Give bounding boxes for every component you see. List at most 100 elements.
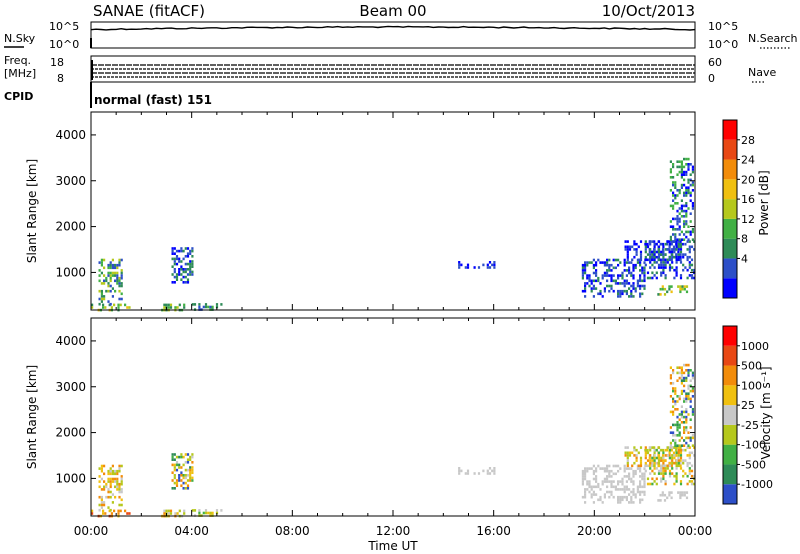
echo-cell [664,448,667,452]
echo-cell [189,458,192,461]
echo-cell [639,253,643,256]
echo-cell [173,252,176,255]
echo-cell [671,472,674,475]
echo-cell [686,461,689,465]
echo-cell [625,475,628,478]
echo-cell [678,426,681,429]
echo-cell [120,488,123,491]
echo-cell [672,397,675,401]
echo-cell [683,363,686,367]
echo-cell [668,469,672,473]
echo-cell [675,255,678,259]
echo-cell [173,268,176,271]
echo-cell [103,472,106,476]
echo-cell [657,459,661,462]
echo-cell [671,461,674,465]
echo-cell [606,261,609,264]
echo-cell [680,389,683,393]
echo-cell [111,501,114,504]
echo-cell [610,276,613,280]
echo-cell [653,253,656,256]
echo-cell [624,446,627,449]
echo-cell [687,369,690,372]
echo-cell [584,467,587,470]
echo-cell [614,266,617,270]
echo-cell [685,235,688,239]
echo-cell [687,191,690,195]
colorbar-tick-label: 28 [741,134,755,147]
echo-cell [581,269,584,272]
echo-cell [690,245,694,249]
echo-cell [661,248,665,251]
echo-cell [685,426,688,429]
nsky-strip-frame [90,21,696,49]
echo-cell [617,276,620,280]
echo-cell [661,493,664,497]
echo-cell [677,454,680,457]
echo-cell [617,495,620,499]
echo-cell [608,480,611,483]
echo-cell [186,461,190,464]
echo-cell [639,446,643,449]
echo-cell [612,464,615,468]
echo-cell [601,480,604,483]
echo-cell [109,274,112,277]
echo-cell [595,287,598,290]
echo-cell [668,491,671,494]
echo-cell [653,240,656,243]
echo-cell [651,271,654,275]
echo-cell [109,495,112,499]
echo-cell [171,471,174,474]
x-tick-label: 04:00 [174,524,209,538]
echo-cell [668,446,671,449]
echo-cell [669,366,672,369]
echo-cell [98,495,101,499]
echo-cell [458,261,461,264]
echo-cell [690,469,694,473]
echo-cell [599,261,602,264]
colorbar-tick-label: -25 [741,419,759,432]
echo-cell [644,245,647,249]
echo-cell [111,477,114,481]
echo-cell [623,495,626,499]
echo-cell [661,454,665,457]
echo-cell [678,165,681,169]
echo-cell [683,491,686,494]
echo-cell [119,303,122,307]
echo-cell [114,495,117,499]
echo-cell [678,238,681,241]
x-tick-label: 08:00 [275,524,310,538]
station-title: SANAE (fitACF) [93,2,205,20]
echo-cell [653,454,656,457]
echo-cell [678,170,681,174]
echo-cell [679,248,683,251]
colorbar-tick-label: 100 [741,379,762,392]
echo-cell [617,282,620,285]
echo-cell [191,468,194,472]
echo-cell [643,261,646,264]
echo-cell [91,306,94,309]
echo-cell [683,191,686,195]
colorbar-segment [723,326,737,346]
echo-cell [632,287,635,290]
echo-cell [660,459,663,462]
echo-cell [120,475,123,478]
colorbar-tick-label: -1000 [741,478,773,491]
echo-cell [111,472,114,476]
echo-cell [584,271,587,275]
echo-cell [660,456,663,460]
echo-cell [171,281,174,284]
echo-cell [100,282,103,285]
echo-cell [685,491,689,494]
echo-cell [116,477,119,481]
echo-cell [651,469,654,473]
date-title: 10/Oct/2013 [602,2,695,20]
echo-cell [691,434,694,437]
echo-cell [107,488,110,491]
echo-cell [191,262,194,266]
echo-cell [680,215,683,218]
echo-cell [676,165,679,169]
echo-cell [636,284,639,288]
echo-cell [175,257,179,261]
colorbar-segment [723,238,737,259]
